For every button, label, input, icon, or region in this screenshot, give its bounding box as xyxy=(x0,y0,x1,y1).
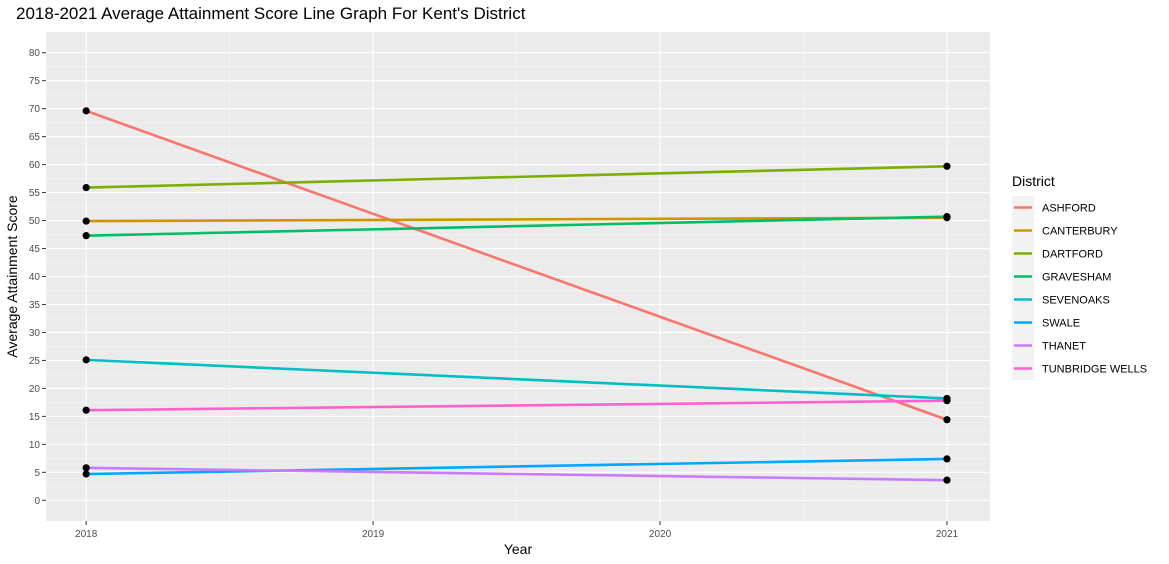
series-line-ashford xyxy=(85,109,948,421)
series-line-tunbridge-wells xyxy=(86,399,947,412)
legend-label: ASHFORD xyxy=(1042,203,1096,215)
y-tick-label: 30 xyxy=(29,328,41,339)
x-tick-label: 2021 xyxy=(936,529,959,540)
data-point xyxy=(82,232,90,240)
legend-title: District xyxy=(1012,173,1055,189)
data-point xyxy=(82,406,90,414)
y-tick-label: 15 xyxy=(29,412,41,423)
series-line-gravesham xyxy=(86,215,947,237)
legend: District ASHFORD CANTERBURY DARTFORD GRAVESH… xyxy=(1012,173,1147,380)
x-tick-label: 2018 xyxy=(75,529,98,540)
data-point xyxy=(943,397,951,405)
y-tick-label: 50 xyxy=(29,216,41,227)
series-line-thanet xyxy=(86,466,947,482)
x-tick-label: 2020 xyxy=(649,529,672,540)
data-point xyxy=(82,464,90,472)
data-point xyxy=(82,183,90,192)
y-axis-title: Average Attainment Score xyxy=(4,195,20,358)
y-tick-label: 65 xyxy=(29,132,41,143)
legend-label: CANTERBURY xyxy=(1042,226,1118,238)
legend-label: THANET xyxy=(1042,341,1086,353)
y-tick-label: 0 xyxy=(34,496,40,507)
series-line-swale xyxy=(86,457,947,476)
data-point xyxy=(82,470,90,478)
data-point xyxy=(943,476,951,484)
y-tick-label: 35 xyxy=(29,300,41,311)
legend-label: TUNBRIDGE WELLS xyxy=(1042,364,1147,376)
y-tick-label: 55 xyxy=(29,188,41,199)
y-tick-label: 75 xyxy=(29,76,41,87)
y-tick-label: 5 xyxy=(34,468,40,479)
data-point xyxy=(943,213,951,221)
legend-label: DARTFORD xyxy=(1042,249,1103,261)
y-tick-label: 70 xyxy=(29,104,41,115)
data-point xyxy=(82,107,90,115)
series-group xyxy=(82,107,951,484)
legend-label: SEVENOAKS xyxy=(1042,295,1110,307)
series-line-sevenoaks xyxy=(86,358,948,400)
gridlines xyxy=(46,32,990,521)
axes: 0 5 10 15 20 25 30 35 40 45 50 55 60 65 70 75 80 2018 2019… xyxy=(4,48,959,557)
data-point xyxy=(943,416,951,424)
legend-label: SWALE xyxy=(1042,318,1080,330)
data-point xyxy=(82,356,90,364)
legend-label: GRAVESHAM xyxy=(1042,272,1111,284)
y-tick-label: 10 xyxy=(29,440,41,451)
data-point xyxy=(82,217,90,225)
y-tick-label: 80 xyxy=(29,48,41,59)
y-tick-label: 45 xyxy=(29,244,41,255)
y-tick-label: 40 xyxy=(29,272,41,283)
y-tick-label: 25 xyxy=(29,356,41,367)
data-point xyxy=(943,162,951,170)
series-line-dartford xyxy=(86,164,947,189)
x-tick-label: 2019 xyxy=(362,529,385,540)
data-point xyxy=(943,455,951,463)
y-tick-label: 20 xyxy=(29,384,41,395)
chart-title: 2018-2021 Average Attainment Score Line … xyxy=(16,4,526,23)
x-axis-title: Year xyxy=(504,541,533,557)
y-tick-label: 60 xyxy=(29,160,41,171)
series-line-canterbury xyxy=(86,216,947,223)
